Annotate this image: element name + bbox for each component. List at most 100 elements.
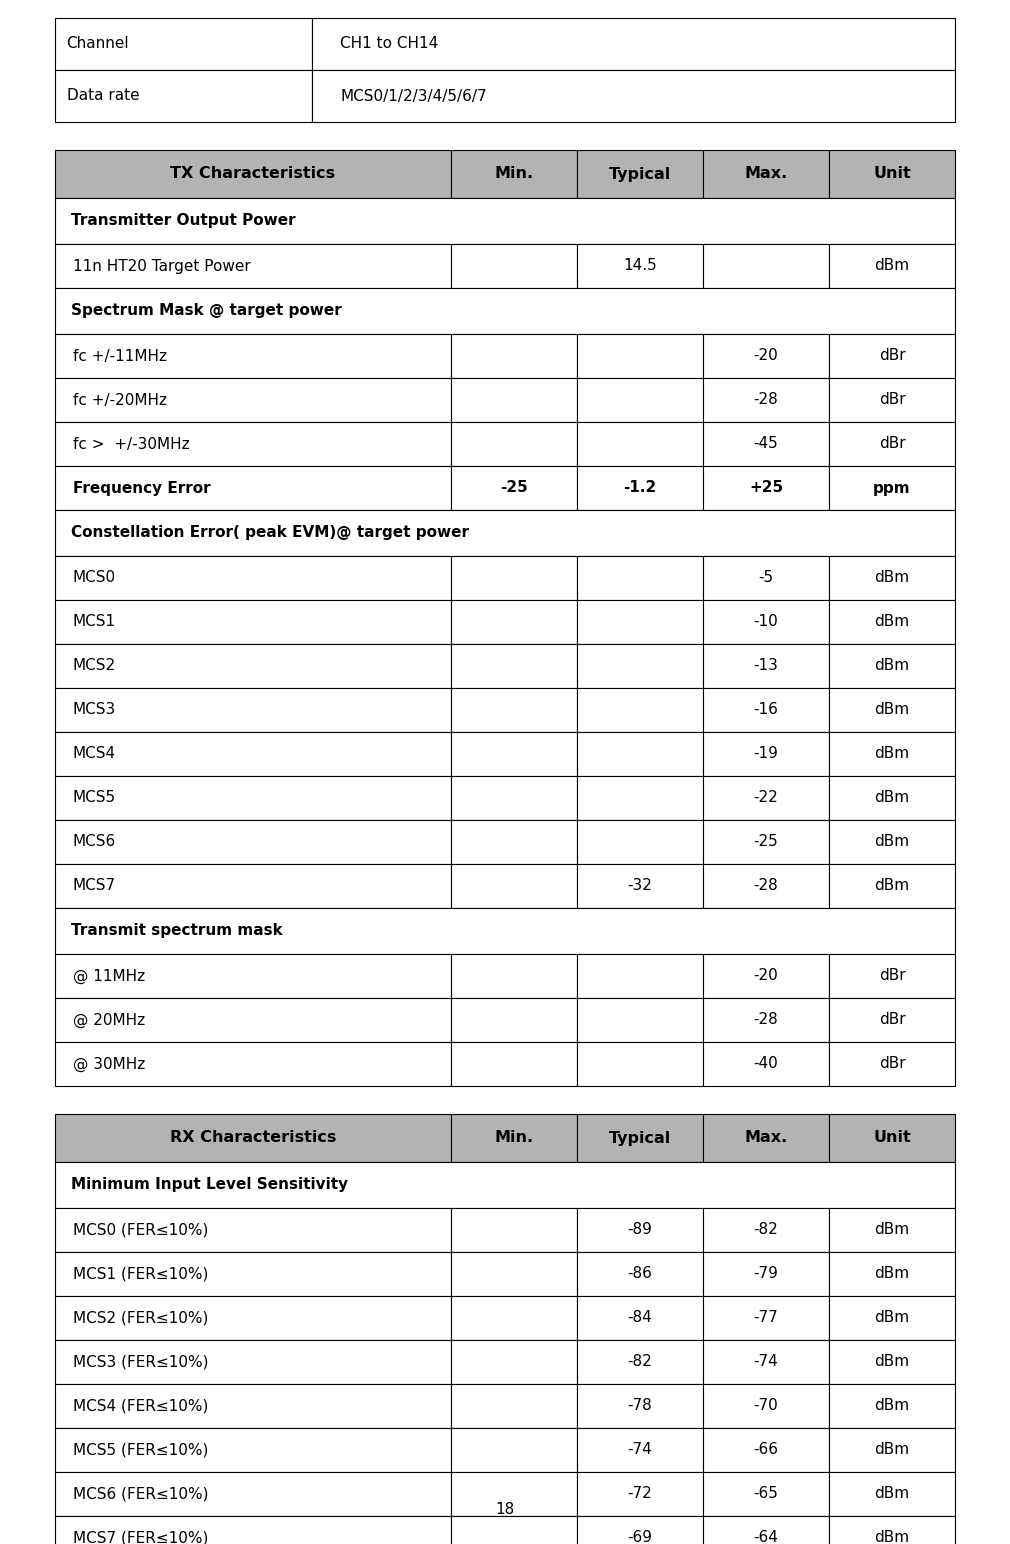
Text: MCS3: MCS3 — [73, 703, 116, 718]
Text: Typical: Typical — [609, 167, 671, 182]
Text: -20: -20 — [753, 968, 779, 984]
Bar — [829, 1207, 955, 1252]
Bar — [451, 378, 577, 422]
Text: -25: -25 — [500, 480, 528, 496]
Text: Min.: Min. — [495, 1130, 533, 1146]
Bar — [703, 997, 829, 1042]
Text: -64: -64 — [753, 1530, 779, 1544]
Text: -65: -65 — [753, 1487, 779, 1501]
Bar — [577, 1295, 703, 1340]
Bar — [55, 1115, 451, 1163]
Text: MCS7: MCS7 — [73, 879, 116, 894]
Bar — [311, 19, 955, 69]
Bar — [55, 865, 451, 908]
Bar — [451, 601, 577, 644]
Text: dBm: dBm — [875, 1442, 910, 1458]
Text: -25: -25 — [753, 834, 779, 849]
Text: dBr: dBr — [879, 437, 905, 451]
Text: dBr: dBr — [879, 968, 905, 984]
Text: dBm: dBm — [875, 1223, 910, 1237]
Text: dBm: dBm — [875, 879, 910, 894]
Bar — [451, 466, 577, 510]
Text: Max.: Max. — [744, 167, 788, 182]
Text: fc +/-11MHz: fc +/-11MHz — [73, 349, 167, 363]
Text: -32: -32 — [627, 879, 652, 894]
Bar — [451, 150, 577, 198]
Bar — [577, 601, 703, 644]
Text: -77: -77 — [753, 1311, 779, 1325]
Text: MCS0 (FER≤10%): MCS0 (FER≤10%) — [73, 1223, 208, 1237]
Text: dBr: dBr — [879, 392, 905, 408]
Text: Constellation Error( peak EVM)@ target power: Constellation Error( peak EVM)@ target p… — [71, 525, 470, 540]
Bar — [55, 1428, 451, 1471]
Bar — [703, 556, 829, 601]
Text: Min.: Min. — [495, 167, 533, 182]
Bar — [311, 69, 955, 122]
Bar — [55, 198, 955, 244]
Text: dBm: dBm — [875, 1311, 910, 1325]
Text: Channel: Channel — [67, 37, 129, 51]
Text: dBm: dBm — [875, 1399, 910, 1413]
Bar — [577, 1207, 703, 1252]
Bar — [55, 1516, 451, 1544]
Bar — [577, 1042, 703, 1085]
Text: dBm: dBm — [875, 1487, 910, 1501]
Text: MCS7 (FER≤10%): MCS7 (FER≤10%) — [73, 1530, 208, 1544]
Text: dBm: dBm — [875, 658, 910, 673]
Bar — [577, 954, 703, 997]
Text: Data rate: Data rate — [67, 88, 139, 103]
Bar — [829, 820, 955, 865]
Text: -28: -28 — [753, 1013, 779, 1027]
Text: Typical: Typical — [609, 1130, 671, 1146]
Text: dBm: dBm — [875, 703, 910, 718]
Bar — [55, 1042, 451, 1085]
Text: -19: -19 — [753, 746, 779, 761]
Bar — [55, 601, 451, 644]
Bar — [577, 865, 703, 908]
Bar — [703, 1042, 829, 1085]
Text: RX Characteristics: RX Characteristics — [170, 1130, 336, 1146]
Text: -45: -45 — [753, 437, 779, 451]
Text: -72: -72 — [627, 1487, 652, 1501]
Bar — [577, 1115, 703, 1163]
Text: 18: 18 — [495, 1502, 515, 1518]
Bar — [55, 954, 451, 997]
Bar — [577, 1516, 703, 1544]
Bar — [577, 378, 703, 422]
Text: dBm: dBm — [875, 615, 910, 630]
Text: Minimum Input Level Sensitivity: Minimum Input Level Sensitivity — [71, 1178, 348, 1192]
Text: -78: -78 — [627, 1399, 652, 1413]
Text: -40: -40 — [753, 1056, 779, 1072]
Bar — [829, 1295, 955, 1340]
Bar — [829, 777, 955, 820]
Text: -22: -22 — [753, 791, 779, 806]
Text: CH1 to CH14: CH1 to CH14 — [340, 37, 438, 51]
Bar — [55, 1207, 451, 1252]
Text: -20: -20 — [753, 349, 779, 363]
Text: dBm: dBm — [875, 570, 910, 585]
Bar — [703, 865, 829, 908]
Text: dBm: dBm — [875, 1354, 910, 1370]
Bar — [829, 1115, 955, 1163]
Bar — [451, 689, 577, 732]
Text: @ 20MHz: @ 20MHz — [73, 1013, 145, 1028]
Bar — [577, 150, 703, 198]
Bar — [451, 334, 577, 378]
Bar — [55, 289, 955, 334]
Bar — [55, 69, 311, 122]
Bar — [577, 689, 703, 732]
Bar — [577, 1471, 703, 1516]
Bar — [703, 644, 829, 689]
Text: -1.2: -1.2 — [623, 480, 656, 496]
Text: -28: -28 — [753, 879, 779, 894]
Bar — [829, 334, 955, 378]
Bar — [55, 820, 451, 865]
Bar — [703, 1207, 829, 1252]
Bar — [451, 1428, 577, 1471]
Text: Spectrum Mask @ target power: Spectrum Mask @ target power — [71, 304, 342, 318]
Text: -89: -89 — [627, 1223, 652, 1237]
Text: MCS2 (FER≤10%): MCS2 (FER≤10%) — [73, 1311, 208, 1325]
Bar — [451, 1516, 577, 1544]
Bar — [451, 644, 577, 689]
Bar — [55, 1252, 451, 1295]
